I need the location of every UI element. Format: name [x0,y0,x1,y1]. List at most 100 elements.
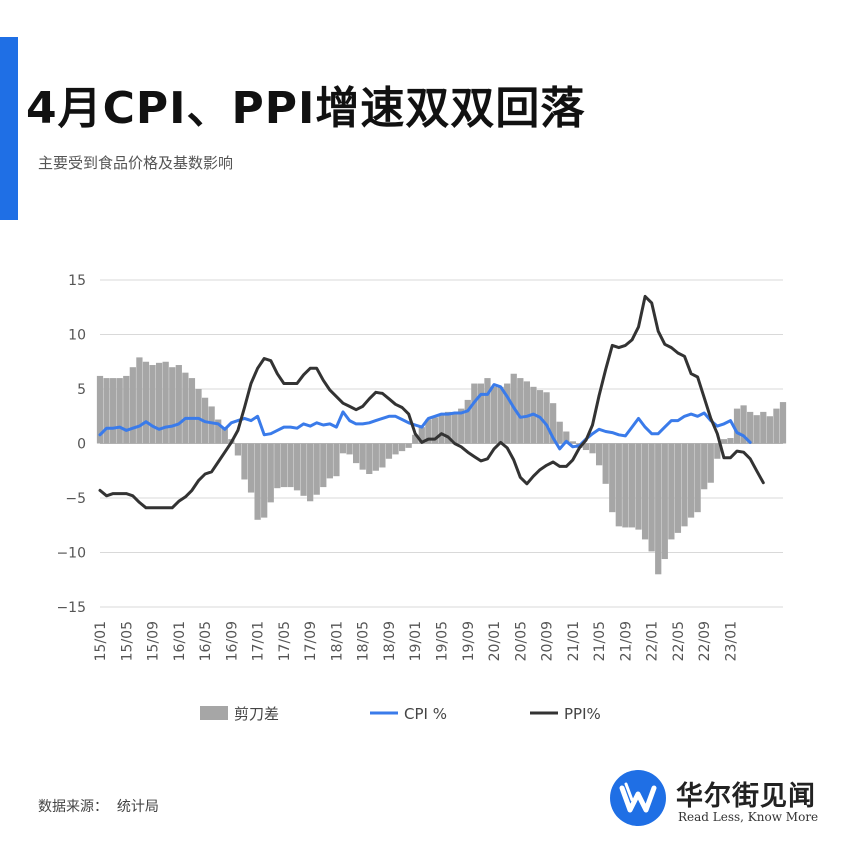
bar [497,386,504,444]
bar [595,443,603,466]
bar [425,419,432,444]
legend-label: 剪刀差 [234,705,279,723]
bar [326,443,333,479]
bar [234,443,242,456]
x-tick-label: 20/05 [513,621,529,661]
bar [379,443,386,468]
bar [760,411,767,444]
bar [418,427,425,444]
legend-label: PPI% [564,705,601,723]
bar [412,434,419,444]
page-subtitle: 主要受到食品价格及基数影响 [38,154,234,172]
bar [582,443,590,451]
bar [602,443,609,484]
bar [215,419,222,444]
bar [523,381,530,444]
bar [405,443,412,448]
x-tick-label: 17/05 [277,621,293,661]
bar [129,367,136,444]
bar [431,417,439,444]
bar [569,441,576,444]
x-tick-label: 18/05 [356,621,372,661]
bar [261,443,268,518]
bar [254,443,261,520]
bar [648,443,655,552]
bar [589,443,596,454]
bar [687,443,695,518]
accent-bar [0,37,18,220]
bar [353,443,360,464]
bar [359,443,366,470]
x-tick-label: 21/05 [592,621,608,661]
bar [182,372,189,444]
data-source: 数据来源： 统计局 [38,799,159,815]
bar [149,365,156,444]
bar [110,378,117,444]
bar [142,361,150,444]
bar [701,443,708,490]
bar [694,443,701,513]
bar [543,392,550,444]
y-tick-label: −15 [56,600,86,616]
logo-tagline: Read Less, Know More [678,810,819,824]
bar [398,443,406,452]
bar [556,421,563,444]
legend-label: CPI % [404,705,447,723]
logo-w-icon [610,770,666,826]
y-tick-label: 0 [77,437,86,453]
bar [464,399,471,444]
bar [615,443,622,527]
bar [668,443,675,540]
bar [550,403,557,444]
bar [747,411,754,444]
legend-swatch [200,706,228,720]
x-tick-label: 18/09 [382,621,398,661]
x-tick-label: 21/09 [618,621,634,661]
bar [195,389,202,444]
bar [208,406,215,444]
bar [280,443,288,488]
bar [274,443,281,489]
bar [753,415,760,444]
bar [175,365,182,444]
ppi-line [98,294,765,510]
y-tick-label: 5 [77,382,86,398]
bar [681,443,688,527]
bar [517,378,524,444]
x-tick-label: 16/05 [198,621,214,661]
bar [96,375,104,444]
bar [136,357,143,444]
bar [740,405,747,444]
x-tick-label: 22/09 [697,621,713,661]
bar [720,439,728,444]
x-tick-label: 15/05 [119,621,135,661]
bar [490,386,498,444]
y-tick-label: 10 [68,328,86,344]
bar [103,378,110,444]
bar [707,443,714,483]
bar [504,383,511,444]
bar [287,443,294,488]
logo-name: 华尔街见闻 [676,781,816,812]
x-tick-label: 16/09 [224,621,240,661]
bar [188,378,196,444]
bar [333,443,340,477]
y-tick-label: −5 [65,491,86,507]
bar [674,443,682,533]
bar [766,416,773,444]
bar [609,443,616,513]
bar [655,443,662,575]
x-tick-label: 17/09 [303,621,319,661]
x-tick-label: 17/01 [251,621,267,661]
bar [477,383,485,444]
bar [635,443,642,530]
bar [458,408,465,444]
bar [563,431,570,444]
brand-logo[interactable]: 华尔街见闻 Read Less, Know More [610,770,840,830]
x-tick-label: 20/01 [487,621,503,661]
bar [392,443,399,455]
bar [247,443,255,493]
bar [221,427,228,444]
x-tick-label: 18/01 [329,621,345,661]
bar [727,438,734,444]
